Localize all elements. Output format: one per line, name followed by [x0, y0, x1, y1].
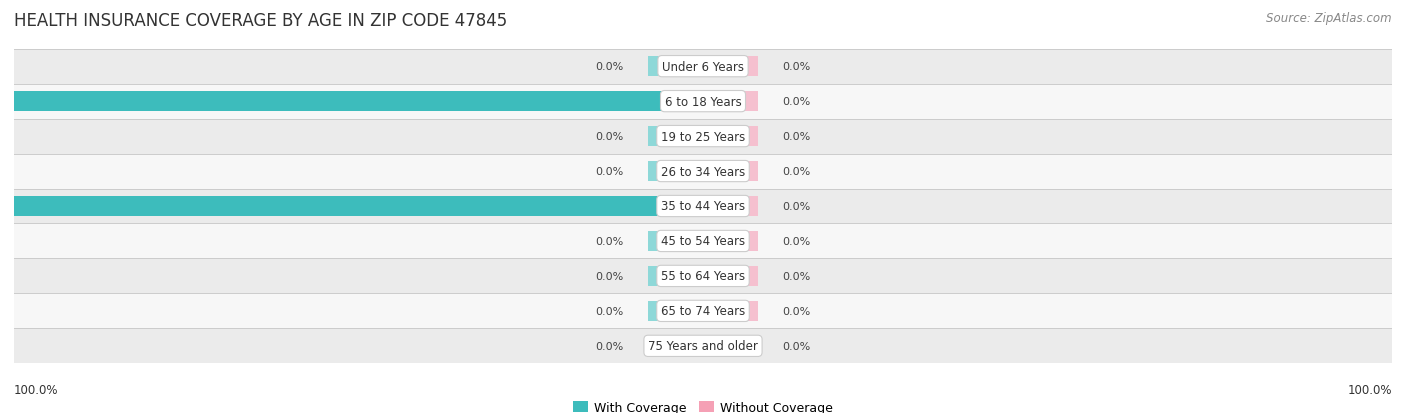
Text: 0.0%: 0.0% — [782, 341, 810, 351]
Bar — [703, 57, 758, 77]
Text: 0.0%: 0.0% — [782, 97, 810, 107]
Text: 0.0%: 0.0% — [782, 271, 810, 281]
Bar — [14, 84, 1392, 119]
Bar — [703, 127, 758, 147]
Bar — [648, 231, 703, 252]
Text: 0.0%: 0.0% — [596, 236, 624, 247]
Text: Under 6 Years: Under 6 Years — [662, 61, 744, 74]
Text: 100.0%: 100.0% — [14, 384, 59, 396]
Bar — [703, 231, 758, 252]
Text: 0.0%: 0.0% — [596, 341, 624, 351]
Text: 0.0%: 0.0% — [596, 132, 624, 142]
Text: 0.0%: 0.0% — [782, 202, 810, 211]
Bar — [14, 154, 1392, 189]
Bar — [648, 301, 703, 321]
Text: 55 to 64 Years: 55 to 64 Years — [661, 270, 745, 283]
Text: Source: ZipAtlas.com: Source: ZipAtlas.com — [1267, 12, 1392, 25]
Bar — [703, 92, 758, 112]
Legend: With Coverage, Without Coverage: With Coverage, Without Coverage — [572, 401, 834, 413]
Bar — [648, 57, 703, 77]
Bar — [14, 189, 1392, 224]
Bar — [703, 161, 758, 182]
Bar — [14, 92, 703, 112]
Text: 0.0%: 0.0% — [782, 62, 810, 72]
Text: 19 to 25 Years: 19 to 25 Years — [661, 130, 745, 143]
Bar — [14, 224, 1392, 259]
Bar — [703, 266, 758, 286]
Text: 0.0%: 0.0% — [596, 166, 624, 177]
Bar — [14, 197, 703, 216]
Text: 0.0%: 0.0% — [782, 306, 810, 316]
Bar — [703, 336, 758, 356]
Text: 0.0%: 0.0% — [596, 306, 624, 316]
Bar — [648, 127, 703, 147]
Bar — [14, 329, 1392, 363]
Bar — [648, 266, 703, 286]
Bar — [14, 294, 1392, 329]
Text: 0.0%: 0.0% — [596, 271, 624, 281]
Bar — [648, 161, 703, 182]
Text: 0.0%: 0.0% — [782, 166, 810, 177]
Text: 26 to 34 Years: 26 to 34 Years — [661, 165, 745, 178]
Bar — [14, 259, 1392, 294]
Text: HEALTH INSURANCE COVERAGE BY AGE IN ZIP CODE 47845: HEALTH INSURANCE COVERAGE BY AGE IN ZIP … — [14, 12, 508, 30]
Bar — [14, 119, 1392, 154]
Bar — [14, 50, 1392, 84]
Text: 0.0%: 0.0% — [596, 62, 624, 72]
Text: 100.0%: 100.0% — [1347, 384, 1392, 396]
Text: 0.0%: 0.0% — [782, 236, 810, 247]
Bar — [703, 301, 758, 321]
Text: 75 Years and older: 75 Years and older — [648, 339, 758, 352]
Text: 45 to 54 Years: 45 to 54 Years — [661, 235, 745, 248]
Bar — [648, 336, 703, 356]
Bar — [703, 197, 758, 216]
Text: 35 to 44 Years: 35 to 44 Years — [661, 200, 745, 213]
Text: 0.0%: 0.0% — [782, 132, 810, 142]
Text: 65 to 74 Years: 65 to 74 Years — [661, 305, 745, 318]
Text: 6 to 18 Years: 6 to 18 Years — [665, 95, 741, 108]
